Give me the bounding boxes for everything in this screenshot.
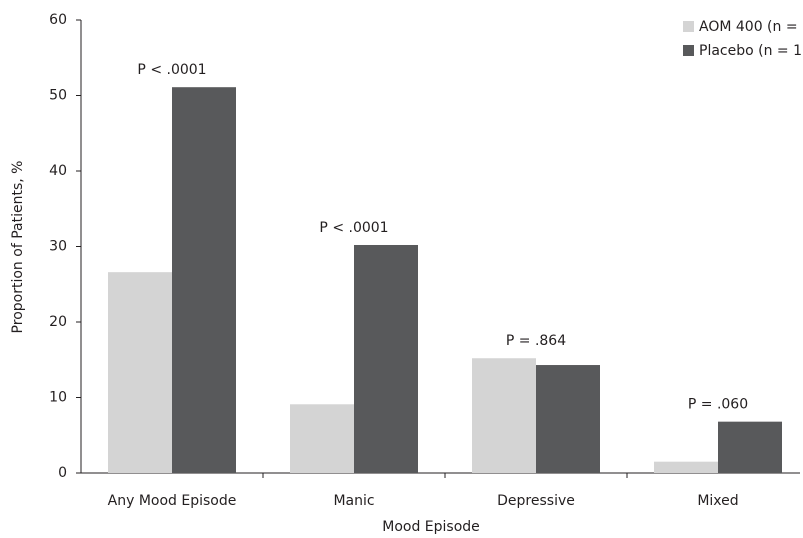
legend-label: Placebo (n = 133) <box>699 43 803 59</box>
legend-label: AOM 400 (n = 132) <box>699 19 803 35</box>
legend-swatch <box>683 45 694 56</box>
legend-swatch <box>683 21 694 32</box>
y-tick-label: 30 <box>49 239 67 255</box>
bar <box>172 87 236 473</box>
bar <box>290 404 354 473</box>
annotation: P < .0001 <box>319 220 388 236</box>
y-axis-label: Proportion of Patients, % <box>10 161 26 334</box>
y-tick-label: 20 <box>49 314 67 330</box>
annotation: P = .864 <box>506 333 566 349</box>
x-axis-label: Mood Episode <box>382 519 480 535</box>
annotation: P < .0001 <box>137 62 206 78</box>
bar <box>536 365 600 473</box>
y-tick-label: 60 <box>49 12 67 28</box>
bar <box>718 421 782 473</box>
y-tick-label: 50 <box>49 88 67 104</box>
y-tick-label: 0 <box>58 465 67 481</box>
bar <box>654 461 718 473</box>
bar <box>108 272 172 473</box>
y-tick-label: 10 <box>49 390 67 406</box>
x-tick-label: Manic <box>333 493 374 509</box>
bar <box>472 358 536 473</box>
x-tick-label: Any Mood Episode <box>108 493 237 509</box>
x-tick-label: Mixed <box>697 493 738 509</box>
annotation: P = .060 <box>688 397 748 413</box>
y-tick-label: 40 <box>49 163 67 179</box>
bar <box>354 244 418 473</box>
x-tick-label: Depressive <box>497 493 575 509</box>
